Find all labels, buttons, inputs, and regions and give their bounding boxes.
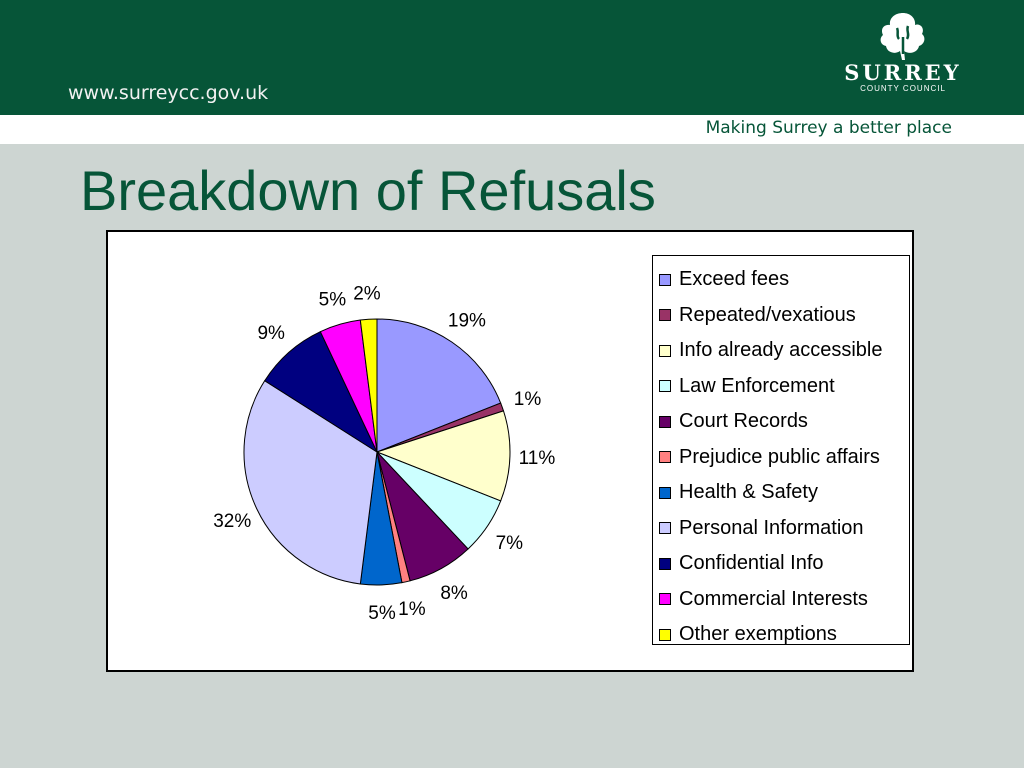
chart-legend: Exceed fees Repeated/vexatious Info alread… (652, 255, 910, 645)
legend-label: Commercial Interests (679, 587, 868, 610)
surrey-logo: SURREY COUNTY COUNCIL (838, 10, 968, 105)
legend-swatch (659, 380, 671, 393)
logo-wordmark: SURREY (844, 60, 962, 85)
legend-label: Info already accessible (679, 339, 883, 362)
slice-label: 7% (496, 533, 524, 554)
slice-label: 9% (257, 323, 285, 344)
legend-item: Exceed fees (659, 262, 909, 298)
chart-area: 19% 1% 11% 7% 8% 1% 5% 32% 9% 5% 2% Exceed fees Rep… (106, 230, 914, 672)
legend-swatch (659, 593, 671, 606)
pie-slice (375, 410, 511, 502)
pie-slice (376, 318, 502, 453)
slice-label: 2% (353, 283, 381, 304)
tagline: Making Surrey a better place (705, 118, 952, 138)
pie-slice (243, 380, 378, 585)
slice-label: 19% (448, 311, 486, 332)
slice-label: 32% (213, 511, 251, 532)
website-url[interactable]: www.surreycc.gov.uk (68, 82, 269, 104)
legend-item: Repeated/vexatious (659, 298, 909, 334)
legend-label: Repeated/vexatious (679, 303, 856, 326)
slice-label: 5% (319, 289, 347, 310)
legend-item: Law Enforcement (659, 369, 909, 405)
legend-swatch (659, 415, 671, 428)
legend-item: Personal Information (659, 511, 909, 547)
logo-subtitle: COUNTY COUNCIL (860, 84, 946, 93)
legend-label: Exceed fees (679, 268, 790, 291)
legend-swatch (659, 522, 671, 535)
legend-swatch (659, 451, 671, 464)
legend-label: Personal Information (679, 516, 864, 539)
legend-swatch (659, 486, 671, 499)
legend-label: Court Records (679, 410, 808, 433)
legend-item: Info already accessible (659, 333, 909, 369)
legend-item: Court Records (659, 404, 909, 440)
legend-label: Health & Safety (679, 481, 818, 504)
legend-swatch (659, 273, 671, 286)
header-bar: www.surreycc.gov.uk SURREY COUNTY COUNCI… (0, 0, 1024, 115)
legend-swatch (659, 344, 671, 357)
legend-item: Other exemptions (659, 617, 909, 653)
legend-label: Law Enforcement (679, 374, 835, 397)
slice-label: 8% (440, 583, 468, 604)
legend-item: Prejudice public affairs (659, 440, 909, 476)
slice-label: 11% (519, 448, 556, 469)
slice-label: 1% (514, 389, 542, 410)
legend-label: Prejudice public affairs (679, 445, 880, 468)
tagline-bar (0, 115, 1024, 144)
legend-swatch (659, 309, 671, 322)
slide-title: Breakdown of Refusals (80, 159, 656, 222)
oak-leaf-icon (880, 13, 925, 60)
legend-item: Confidential Info (659, 546, 909, 582)
slice-label: 1% (398, 599, 426, 620)
slice-label: 5% (368, 603, 396, 624)
pie-slice (359, 318, 378, 453)
pie-chart: 19%1%11%7%8%1%5%32%9%5% 2% (213, 283, 556, 624)
legend-swatch (659, 628, 671, 641)
legend-label: Other exemptions (679, 623, 837, 646)
legend-item: Commercial Interests (659, 582, 909, 618)
legend-item: Health & Safety (659, 475, 909, 511)
legend-swatch (659, 557, 671, 570)
legend-label: Confidential Info (679, 552, 824, 575)
